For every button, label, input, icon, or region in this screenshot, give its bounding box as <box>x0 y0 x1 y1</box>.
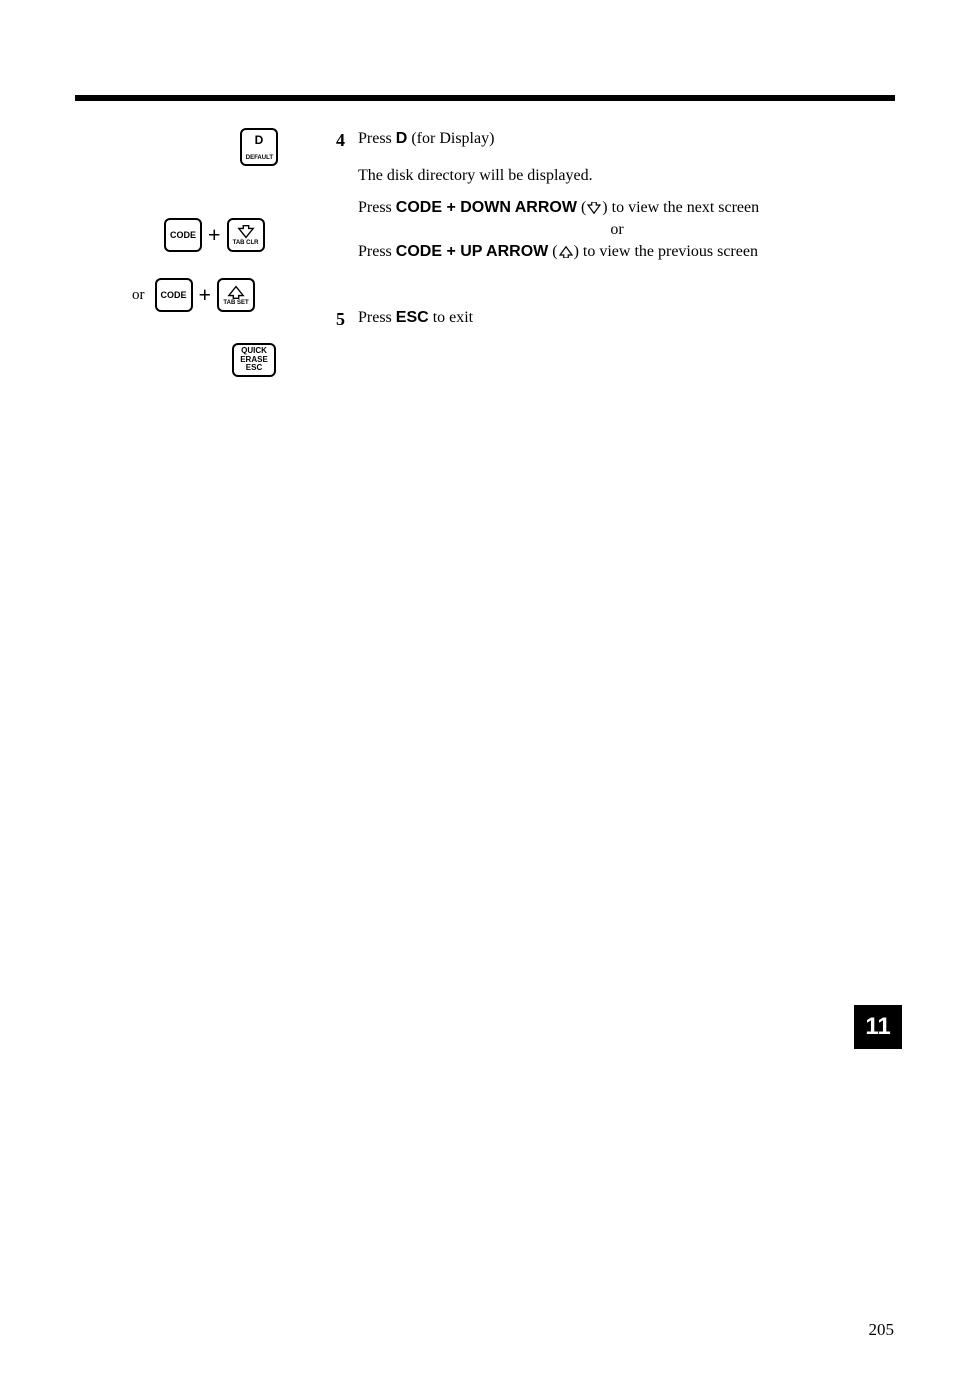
up-arrow-icon <box>227 285 245 299</box>
up-arrow-icon <box>558 246 574 258</box>
keycap-code-label: CODE <box>170 231 196 240</box>
key-combo-name: CODE + UP ARROW <box>396 243 548 260</box>
keycap-up-arrow: TAB SET <box>217 278 255 312</box>
step-5: 5 Press ESC to exit <box>336 309 876 330</box>
keycap-d-sublabel: DEFAULT <box>246 155 273 161</box>
keycap-down-arrow: TAB CLR <box>227 218 265 252</box>
key-name: ESC <box>396 309 429 326</box>
step-number: 5 <box>336 309 358 330</box>
keycap-up-sublabel: TAB SET <box>223 300 248 306</box>
text: Press <box>358 243 396 260</box>
text: Press <box>358 199 396 216</box>
keycap-d-label: D <box>255 134 264 146</box>
text: (for Display) <box>407 130 494 147</box>
horizontal-rule <box>75 95 895 101</box>
key-combo-code-down: CODE + TAB CLR <box>164 218 265 252</box>
or-separator: or <box>358 221 876 239</box>
chapter-tab: 11 <box>854 1005 902 1049</box>
key-name: D <box>396 130 408 147</box>
plus-icon: + <box>208 222 221 248</box>
down-arrow-icon <box>586 202 602 214</box>
keycap-code: CODE <box>164 218 202 252</box>
keycap-down-sublabel: TAB CLR <box>233 240 259 246</box>
step-4: 4 Press D (for Display) <box>336 130 876 151</box>
step-4-detail: The disk directory will be displayed. <box>358 167 876 185</box>
text: ( <box>548 243 557 260</box>
key-combo-code-up: or CODE + TAB SET <box>132 278 255 312</box>
text: Press <box>358 309 396 326</box>
text: ) to view the previous screen <box>574 243 758 260</box>
text: to exit <box>429 309 473 326</box>
keycap-esc: QUICK ERASE ESC <box>232 343 276 377</box>
down-arrow-icon <box>237 225 255 239</box>
page-number: 205 <box>869 1320 895 1340</box>
step-body: Press D (for Display) <box>358 130 876 151</box>
text: ) to view the next screen <box>602 199 759 216</box>
text: Press <box>358 130 396 147</box>
text: ( <box>577 199 586 216</box>
step-body: Press ESC to exit <box>358 309 876 330</box>
key-combo-name: CODE + DOWN ARROW <box>396 199 577 216</box>
step-number: 4 <box>336 130 358 151</box>
instruction-column: 4 Press D (for Display) The disk directo… <box>336 130 876 346</box>
or-label: or <box>132 287 145 304</box>
keycap-code: CODE <box>155 278 193 312</box>
keycap-esc-line3: ESC <box>246 364 262 373</box>
step-4-next: Press CODE + DOWN ARROW ( ) to view the n… <box>358 199 876 261</box>
keycap-d: D DEFAULT <box>240 128 278 166</box>
plus-icon: + <box>199 282 212 308</box>
keycap-code-label: CODE <box>160 291 186 300</box>
page: D DEFAULT CODE + TAB CLR or CODE + TAB S… <box>0 0 954 1378</box>
